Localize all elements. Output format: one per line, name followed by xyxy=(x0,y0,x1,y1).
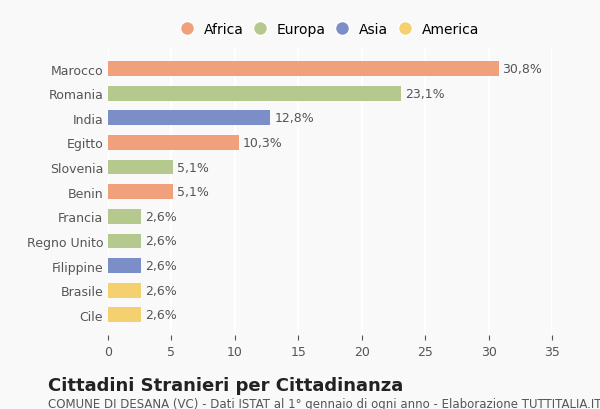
Text: 23,1%: 23,1% xyxy=(405,88,445,101)
Bar xyxy=(108,160,173,175)
Text: 10,3%: 10,3% xyxy=(242,137,282,150)
Text: 2,6%: 2,6% xyxy=(145,210,176,223)
Bar xyxy=(108,62,499,77)
Text: 2,6%: 2,6% xyxy=(145,308,176,321)
Text: 5,1%: 5,1% xyxy=(176,161,208,174)
Bar xyxy=(108,111,271,126)
Text: 5,1%: 5,1% xyxy=(176,186,208,199)
Bar xyxy=(108,87,401,101)
Bar xyxy=(108,136,239,151)
Bar xyxy=(108,283,141,298)
Text: 2,6%: 2,6% xyxy=(145,259,176,272)
Legend: Africa, Europa, Asia, America: Africa, Europa, Asia, America xyxy=(177,19,483,41)
Text: COMUNE DI DESANA (VC) - Dati ISTAT al 1° gennaio di ogni anno - Elaborazione TUT: COMUNE DI DESANA (VC) - Dati ISTAT al 1°… xyxy=(48,397,600,409)
Text: 30,8%: 30,8% xyxy=(503,63,542,76)
Text: 12,8%: 12,8% xyxy=(274,112,314,125)
Text: 2,6%: 2,6% xyxy=(145,235,176,248)
Bar xyxy=(108,185,173,200)
Bar xyxy=(108,258,141,273)
Bar xyxy=(108,234,141,249)
Text: Cittadini Stranieri per Cittadinanza: Cittadini Stranieri per Cittadinanza xyxy=(48,376,403,394)
Bar xyxy=(108,308,141,322)
Text: 2,6%: 2,6% xyxy=(145,284,176,297)
Bar xyxy=(108,209,141,224)
